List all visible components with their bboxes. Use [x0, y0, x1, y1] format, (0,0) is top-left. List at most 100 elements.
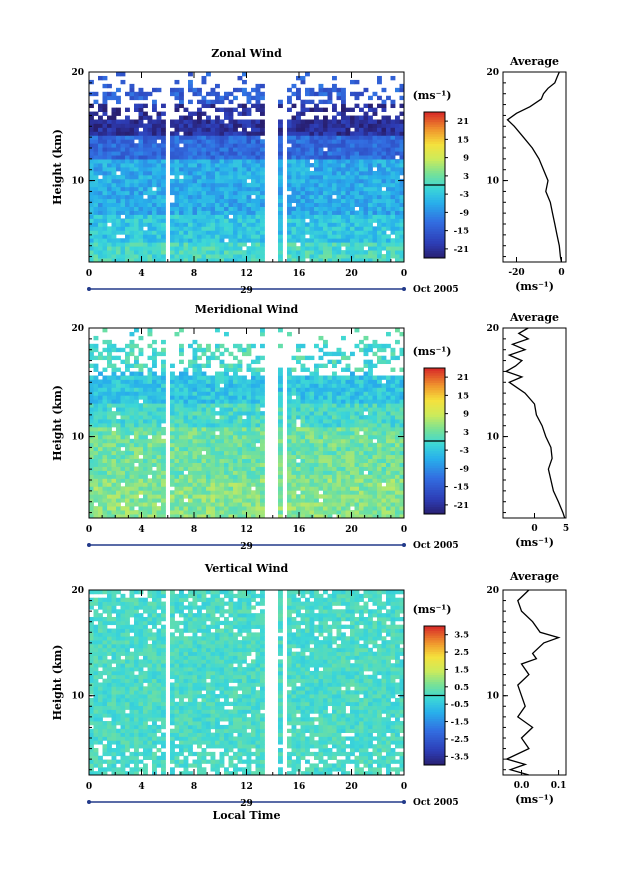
heatmap-cell: [399, 250, 405, 255]
heatmap-cell: [242, 214, 247, 219]
heatmap-cell: [395, 434, 400, 440]
heatmap-cell: [255, 103, 261, 109]
heatmap-cell: [399, 383, 405, 388]
heatmap-cell: [251, 87, 256, 93]
heatmap-cell: [93, 434, 99, 440]
heatmap-cell: [107, 151, 112, 156]
heatmap-cell: [359, 250, 364, 255]
heatmap-cell: [309, 490, 315, 495]
heatmap-cell: [305, 167, 310, 172]
colorbar-cell: [424, 146, 445, 149]
heatmap-cell: [228, 143, 234, 148]
heatmap-cell: [89, 506, 94, 511]
heatmap-cell: [242, 190, 247, 196]
heatmap-cell: [251, 119, 256, 124]
heatmap-cell: [219, 434, 225, 440]
colorbar-tick-label: 15: [457, 135, 469, 145]
heatmap-cell: [147, 387, 153, 392]
heatmap-cell: [309, 186, 315, 192]
heatmap-cell: [291, 506, 297, 511]
heatmap-cell: [332, 498, 337, 503]
heatmap-cell: [197, 506, 202, 511]
heatmap-cell: [174, 442, 180, 448]
heatmap-cell: [183, 155, 189, 160]
heatmap-cell: [129, 498, 135, 503]
heatmap-cell: [179, 99, 184, 105]
heatmap-cell: [201, 458, 207, 463]
heatmap-cell: [179, 415, 184, 420]
heatmap-cell: [323, 155, 328, 160]
heatmap-cell: [327, 95, 333, 101]
heatmap-cell: [359, 135, 364, 140]
heatmap-cell: [156, 510, 162, 515]
heatmap-cell: [345, 434, 351, 440]
heatmap-cell: [260, 470, 265, 475]
heatmap-cell: [210, 238, 216, 243]
heatmap-cell: [201, 462, 207, 467]
heatmap-cell: [336, 482, 342, 487]
heatmap-cell: [170, 234, 175, 239]
heatmap-cell: [233, 238, 238, 243]
heatmap-cell: [93, 462, 99, 467]
heatmap-cell: [381, 258, 387, 263]
heatmap-cell: [120, 190, 126, 196]
heatmap-cell: [152, 210, 157, 215]
colorbar-tick-label: 9: [463, 154, 469, 164]
heatmap-cell: [233, 147, 238, 152]
heatmap-cell: [138, 387, 144, 392]
heatmap-cell: [354, 498, 360, 503]
heatmap-cell: [390, 426, 396, 432]
heatmap-cell: [278, 170, 283, 176]
heatmap-cell: [318, 438, 324, 444]
heatmap-cell: [174, 411, 180, 416]
heatmap-cell: [129, 470, 135, 475]
heatmap-cell: [368, 498, 373, 503]
heatmap-cell: [327, 407, 333, 412]
heatmap-cell: [336, 234, 342, 239]
heatmap-cell: [98, 250, 103, 255]
heatmap-cell: [399, 246, 405, 251]
heatmap-cell: [210, 490, 216, 495]
heatmap-cell: [359, 407, 364, 412]
xtick-label: 0: [401, 269, 407, 279]
heatmap-cell: [246, 446, 252, 452]
heatmap-cell: [377, 202, 382, 207]
heatmap-cell: [318, 135, 324, 140]
heatmap-cell: [395, 182, 400, 188]
heatmap-cell: [219, 510, 225, 515]
heatmap-cell: [287, 151, 292, 156]
heatmap-cell: [327, 434, 333, 440]
heatmap-cell: [368, 139, 373, 144]
heatmap-cell: [201, 470, 207, 475]
heatmap-cell: [242, 498, 247, 503]
heatmap-cell: [224, 486, 229, 491]
heatmap-cell: [255, 462, 261, 467]
heatmap-cell: [341, 478, 346, 483]
heatmap-cell: [390, 159, 396, 164]
heatmap-cell: [233, 182, 238, 188]
heatmap-cell: [314, 454, 319, 460]
heatmap-cell: [341, 470, 346, 475]
heatmap-cell: [197, 143, 202, 148]
heatmap-cell: [341, 379, 346, 384]
heatmap-cell: [399, 514, 405, 519]
heatmap-cell: [98, 502, 103, 507]
heatmap-cell: [336, 174, 342, 180]
heatmap-cell: [359, 482, 364, 487]
heatmap-cell: [125, 218, 130, 223]
heatmap-cell: [183, 391, 189, 396]
heatmap-cell: [233, 151, 238, 156]
heatmap-cell: [111, 478, 117, 483]
heatmap-cell: [170, 139, 175, 144]
heatmap-cell: [116, 498, 121, 503]
heatmap-cell: [251, 474, 256, 479]
heatmap-cell: [237, 395, 243, 400]
heatmap-cell: [386, 387, 391, 392]
heatmap-cell: [372, 486, 378, 491]
heatmap-cell: [228, 222, 234, 227]
heatmap-cell: [93, 123, 99, 128]
heatmap-cell: [341, 254, 346, 259]
heatmap-cell: [341, 127, 346, 132]
heatmap-cell: [233, 190, 238, 196]
heatmap-cell: [278, 383, 283, 388]
